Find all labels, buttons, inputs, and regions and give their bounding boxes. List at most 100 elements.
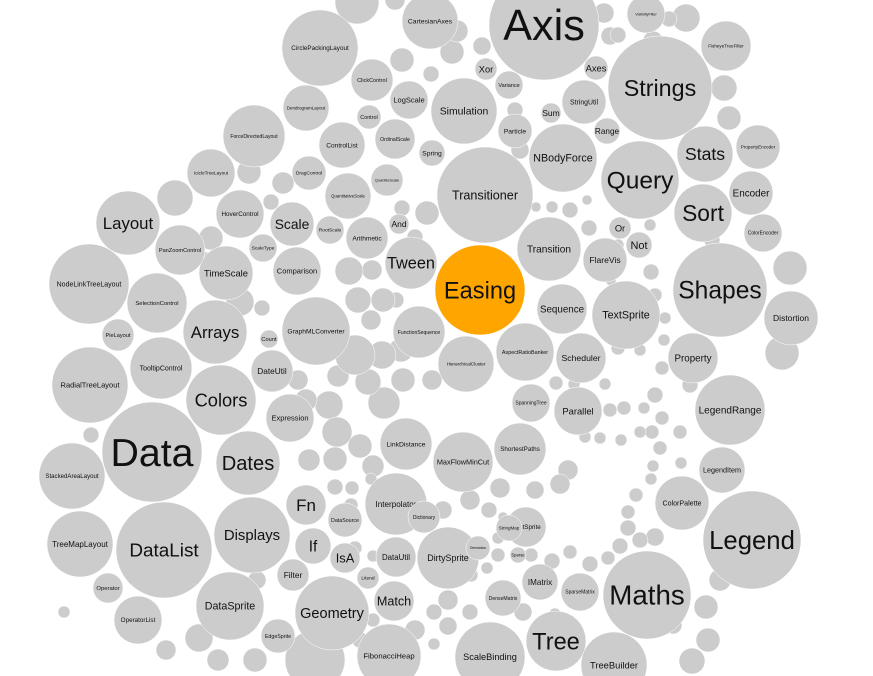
bubble-circle-sort[interactable] — [673, 183, 733, 243]
bubble-circle-count[interactable] — [259, 329, 279, 349]
bubble-circle-textsprite[interactable] — [591, 280, 661, 350]
bubble-circle-dateutil[interactable] — [250, 349, 294, 393]
bubble-nbodyforce[interactable]: NBodyForce — [528, 123, 598, 193]
bubble-colorencoder[interactable]: ColorEncoder — [743, 213, 783, 253]
bubble-operatorlist[interactable]: OperatorList — [113, 595, 163, 645]
bubble-circle-colors[interactable] — [185, 364, 257, 436]
bubble-circle-datalist[interactable] — [115, 501, 213, 599]
bubble-circle-operatorlist[interactable] — [113, 595, 163, 645]
bubble-ordinalscale[interactable]: OrdinalScale — [374, 118, 416, 160]
bubble-circle-scalebinding[interactable] — [454, 621, 526, 676]
bubble-orientation[interactable]: Orientation — [465, 535, 491, 561]
bubble-clickcontrol[interactable]: ClickControl — [350, 58, 394, 102]
bubble-circle-filter[interactable] — [276, 558, 310, 592]
bubble-circle-maths[interactable] — [602, 550, 692, 640]
bubble-circle-treemaplayout[interactable] — [46, 510, 114, 578]
bubble-sparse[interactable]: Sparse — [509, 546, 527, 564]
bubble-circle-treebuilder[interactable] — [580, 631, 648, 676]
bubble-scheduler[interactable]: Scheduler — [555, 332, 607, 384]
bubble-circle-range[interactable] — [593, 117, 621, 145]
bubble-colors[interactable]: Colors — [185, 364, 257, 436]
bubble-circle-stackedarealayout[interactable] — [38, 442, 106, 510]
bubble-comparison[interactable]: Comparison — [272, 246, 322, 296]
bubble-circle-dirtysprite[interactable] — [416, 526, 480, 590]
bubble-circle-variance[interactable] — [494, 70, 524, 100]
bubble-expression[interactable]: Expression — [265, 393, 315, 443]
bubble-xor[interactable]: Xor — [474, 57, 498, 81]
bubble-circle-scaletype[interactable] — [248, 233, 278, 263]
bubble-circle-property[interactable] — [667, 332, 719, 384]
bubble-densematrix[interactable]: DenseMatrix — [484, 579, 522, 617]
bubble-circle-icicletreelayout[interactable] — [186, 148, 236, 198]
bubble-circle-sparse[interactable] — [509, 546, 527, 564]
bubble-spring[interactable]: Spring — [418, 139, 446, 167]
bubble-circle-legendrange[interactable] — [694, 374, 766, 446]
bubble-circle-controllist[interactable] — [318, 121, 366, 169]
bubble-quantitativescale[interactable]: QuantitativeScale — [324, 172, 372, 220]
bubble-circle-radialtreelayout[interactable] — [51, 346, 129, 424]
bubble-nodelinktreelayout[interactable]: NodeLinkTreeLayout — [48, 243, 130, 325]
bubble-circle-axis[interactable] — [488, 0, 600, 81]
bubble-count[interactable]: Count — [259, 329, 279, 349]
bubble-circle-encoder[interactable] — [728, 170, 774, 216]
bubble-circle-legend[interactable] — [702, 490, 802, 590]
bubble-strings[interactable]: Strings — [607, 35, 713, 141]
bubble-tween[interactable]: Tween — [384, 236, 438, 290]
bubble-circle-dendrogramlayout[interactable] — [282, 84, 330, 132]
bubble-circle-axes[interactable] — [583, 55, 609, 81]
bubble-circle-fisheyetreefilter[interactable] — [700, 20, 752, 72]
bubble-graphmlconverter[interactable]: GraphMLConverter — [281, 296, 351, 366]
bubble-sequence[interactable]: Sequence — [536, 283, 588, 335]
bubble-functionsequence[interactable]: FunctionSequence — [392, 305, 446, 359]
bubble-treebuilder[interactable]: TreeBuilder — [580, 631, 648, 676]
bubble-circle-legenditem[interactable] — [698, 446, 746, 494]
bubble-circlepackinglayout[interactable]: CirclePackingLayout — [281, 9, 359, 87]
bubble-controllist[interactable]: ControlList — [318, 121, 366, 169]
bubble-circle-edgesprite[interactable] — [260, 618, 296, 654]
bubble-circle-geometry[interactable] — [294, 575, 370, 651]
bubble-stackedarealayout[interactable]: StackedAreaLayout — [38, 442, 106, 510]
bubble-circle-colorencoder[interactable] — [743, 213, 783, 253]
bubble-sparsematrix[interactable]: SparseMatrix — [560, 572, 600, 612]
bubble-circle-ordinalscale[interactable] — [374, 118, 416, 160]
bubble-circle-orientation[interactable] — [465, 535, 491, 561]
bubble-circle-linkdistance[interactable] — [379, 417, 433, 471]
bubble-data[interactable]: Data — [101, 401, 203, 503]
bubble-dirtysprite[interactable]: DirtySprite — [416, 526, 480, 590]
bubble-circle-xor[interactable] — [474, 57, 498, 81]
bubble-dictionary[interactable]: Dictionary — [407, 500, 441, 534]
bubble-match[interactable]: Match — [373, 580, 415, 622]
bubble-or[interactable]: Or — [608, 216, 632, 240]
bubble-distortion[interactable]: Distortion — [763, 290, 819, 346]
bubble-operator[interactable]: Operator — [92, 572, 124, 604]
bubble-arithmetic[interactable]: Arithmetic — [345, 216, 389, 260]
bubble-circle-clickcontrol[interactable] — [350, 58, 394, 102]
bubble-variance[interactable]: Variance — [494, 70, 524, 100]
bubble-propertyencoder[interactable]: PropertyEncoder — [735, 124, 781, 170]
bubble-circle-tween[interactable] — [384, 236, 438, 290]
bubble-dates[interactable]: Dates — [215, 430, 281, 496]
bubble-circle-scale[interactable] — [269, 201, 315, 247]
bubble-circle-comparison[interactable] — [272, 246, 322, 296]
bubble-stats[interactable]: Stats — [676, 125, 734, 183]
bubble-logscale[interactable]: LogScale — [389, 80, 429, 120]
bubble-radialtreelayout[interactable]: RadialTreeLayout — [51, 346, 129, 424]
bubble-dateutil[interactable]: DateUtil — [250, 349, 294, 393]
bubble-axis[interactable]: Axis — [488, 0, 600, 81]
bubble-circle-quantilescale[interactable] — [370, 163, 404, 197]
bubble-rootscale[interactable]: RootScale — [315, 215, 345, 245]
bubble-visibilityfilter[interactable]: VisibilityFilter — [626, 0, 666, 34]
bubble-panzoomcontrol[interactable]: PanZoomControl — [154, 224, 206, 276]
bubble-icicletreelayout[interactable]: IcicleTreeLayout — [186, 148, 236, 198]
bubble-circle-rootscale[interactable] — [315, 215, 345, 245]
bubble-scaletype[interactable]: ScaleType — [248, 233, 278, 263]
bubble-circle-transitioner[interactable] — [436, 146, 534, 244]
bubble-circle-nbodyforce[interactable] — [528, 123, 598, 193]
bubble-edgesprite[interactable]: EdgeSprite — [260, 618, 296, 654]
bubble-circle-graphmlconverter[interactable] — [281, 296, 351, 366]
bubble-treemaplayout[interactable]: TreeMapLayout — [46, 510, 114, 578]
bubble-circle-if[interactable] — [294, 527, 332, 565]
bubble-circle-particle[interactable] — [497, 113, 533, 149]
bubble-circle-datasource[interactable] — [327, 502, 363, 538]
bubble-sum[interactable]: Sum — [540, 102, 562, 124]
